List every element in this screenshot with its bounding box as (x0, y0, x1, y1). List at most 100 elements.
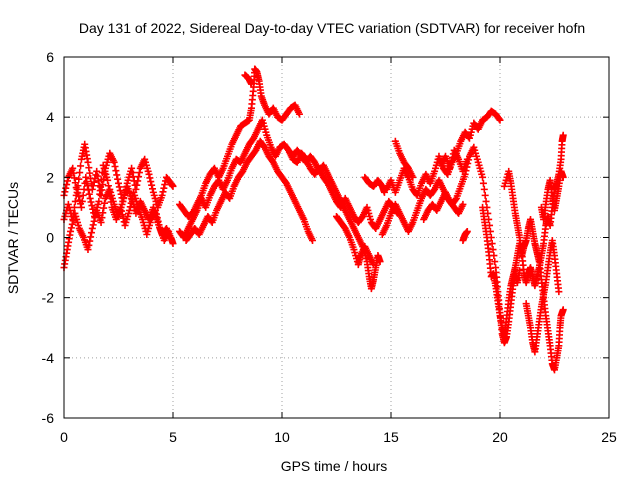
data-point (84, 246, 92, 254)
data-point (169, 240, 177, 248)
data-point (158, 191, 166, 199)
data-point (491, 258, 499, 266)
data-point (104, 176, 112, 184)
data-point (247, 80, 255, 88)
data-point (100, 204, 108, 212)
data-point (370, 261, 378, 269)
data-point (448, 157, 456, 165)
data-point (117, 203, 125, 211)
data-point (122, 183, 130, 191)
data-point (107, 198, 115, 206)
data-point (98, 214, 106, 222)
y-axis-ticks: -6 -4 -2 0 2 4 6 (42, 49, 609, 426)
data-point (67, 224, 75, 232)
data-point (295, 110, 303, 118)
data-point (76, 169, 84, 177)
data-point (96, 190, 104, 198)
data-point (84, 182, 92, 190)
data-point (97, 191, 105, 199)
data-point (128, 164, 136, 172)
data-point (74, 182, 82, 190)
x-tick-label: 0 (60, 429, 68, 445)
data-point (88, 224, 96, 232)
data-point (480, 185, 488, 193)
data-point (452, 196, 460, 204)
data-point (90, 178, 98, 186)
data-point (61, 188, 69, 196)
data-point (119, 197, 127, 205)
data-point (87, 198, 95, 206)
data-point (376, 258, 384, 266)
y-tick-label: -6 (42, 410, 55, 426)
data-point (63, 177, 71, 185)
data-point (86, 237, 94, 245)
data-point (152, 206, 160, 214)
data-point (160, 184, 168, 192)
data-point (135, 169, 143, 177)
data-point (85, 164, 93, 172)
data-point (309, 237, 317, 245)
data-point (101, 199, 109, 207)
y-axis-label: SDTVAR / TECUs (5, 182, 21, 294)
data-point (84, 158, 92, 166)
data-point (147, 178, 155, 186)
data-point (120, 194, 128, 202)
y-tick-label: 2 (46, 169, 54, 185)
data-point (559, 173, 567, 181)
data-point (69, 215, 77, 223)
data-point (75, 193, 83, 201)
data-point (89, 205, 97, 213)
data-point (479, 179, 487, 187)
data-point (111, 163, 119, 171)
data-point (75, 175, 83, 183)
data-point (97, 183, 105, 191)
data-point (495, 115, 503, 123)
data-point (89, 221, 97, 229)
data-point (70, 203, 78, 211)
data-point (128, 169, 136, 177)
y-tick-label: -2 (42, 290, 55, 306)
data-point (409, 173, 417, 181)
data-point (69, 164, 77, 172)
data-point (145, 170, 153, 178)
data-point (559, 131, 567, 139)
data-point (77, 203, 85, 211)
data-point (77, 162, 85, 170)
data-point (463, 155, 471, 163)
x-tick-label: 25 (601, 429, 617, 445)
data-point (121, 190, 129, 198)
x-tick-label: 10 (274, 429, 290, 445)
x-tick-label: 20 (492, 429, 508, 445)
data-point (488, 240, 496, 248)
data-point (104, 182, 112, 190)
data-point (85, 241, 93, 249)
data-point (86, 194, 94, 202)
data-point (78, 197, 86, 205)
data-point (87, 229, 95, 237)
data-point (74, 189, 82, 197)
data-point (112, 167, 120, 175)
data-point (84, 186, 92, 194)
data-point (125, 206, 133, 214)
data-point (447, 161, 455, 169)
data-point (154, 217, 162, 225)
data-points (60, 65, 567, 374)
data-point (152, 210, 160, 218)
data-point (121, 187, 129, 195)
data-point (83, 178, 91, 186)
data-point (126, 203, 134, 211)
data-point (70, 169, 78, 177)
data-point (482, 197, 490, 205)
data-point (88, 202, 96, 210)
data-point (119, 214, 127, 222)
data-point (118, 207, 126, 215)
data-point (93, 167, 101, 175)
data-point (149, 185, 157, 193)
y-tick-label: 6 (46, 49, 54, 65)
data-point (113, 171, 121, 179)
data-point (95, 197, 103, 205)
y-tick-label: 4 (46, 109, 54, 125)
data-point (70, 209, 78, 217)
data-point (67, 227, 75, 235)
